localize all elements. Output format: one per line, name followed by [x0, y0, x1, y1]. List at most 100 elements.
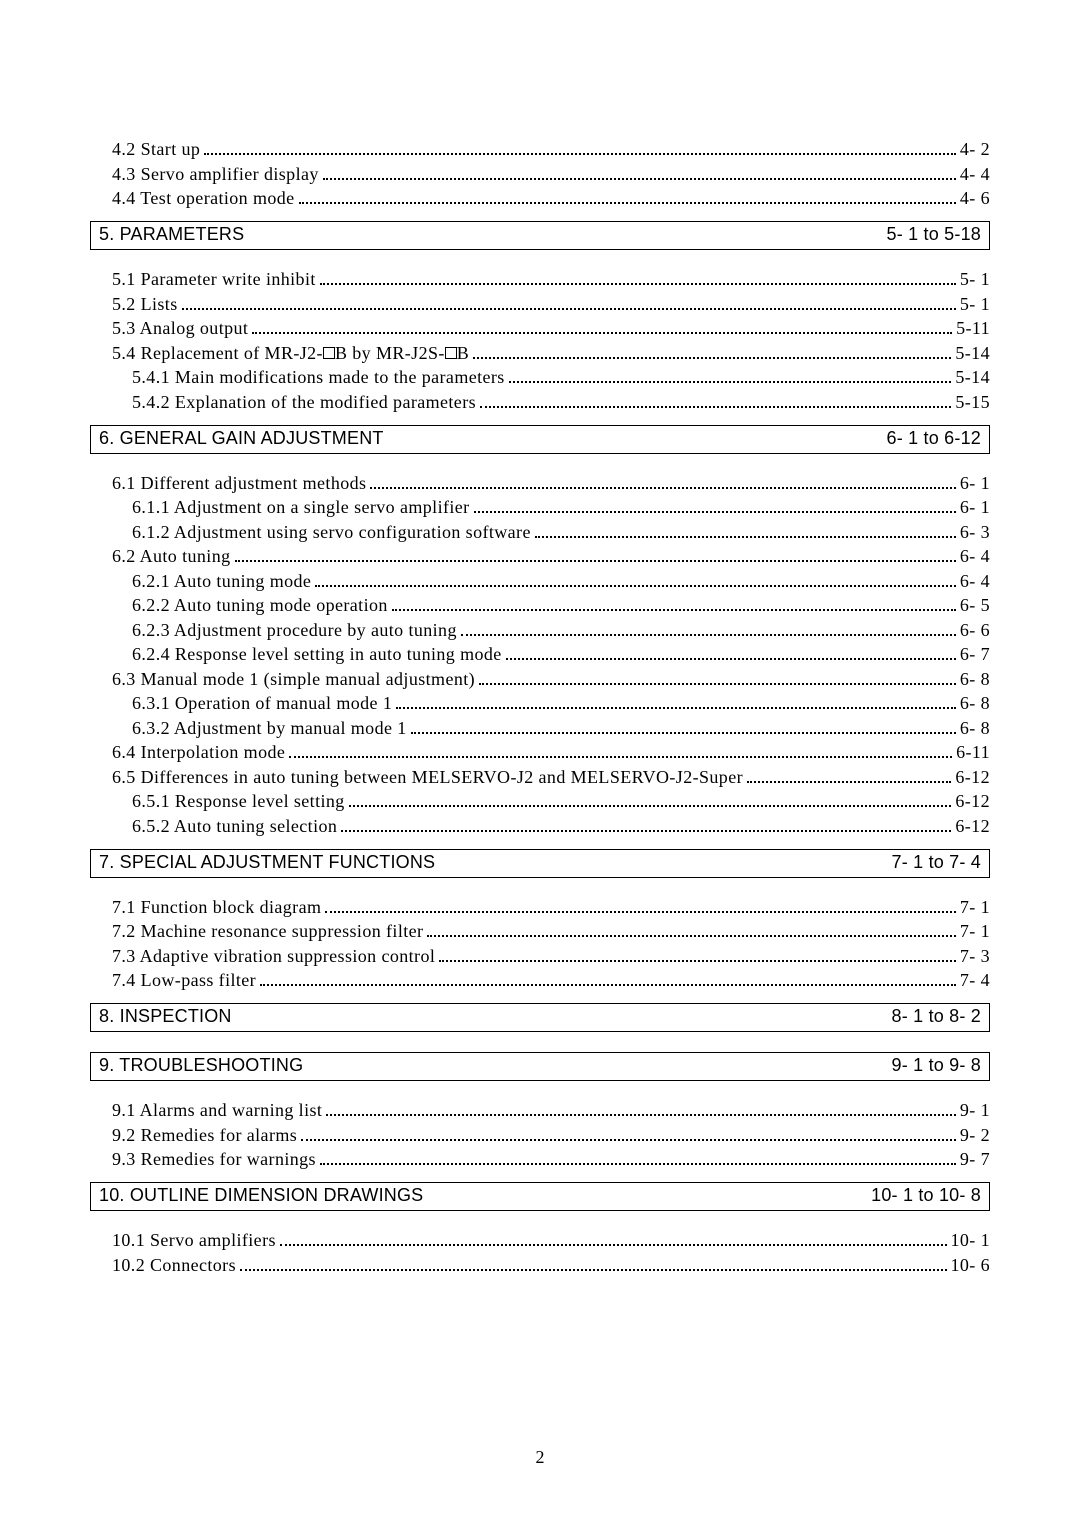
toc-line: 5.4.1 Main modifications made to the par… [90, 368, 990, 386]
leader-dots [473, 357, 951, 359]
toc-line: 10.1 Servo amplifiers 10- 1 [90, 1231, 990, 1249]
toc-label: 5.4.2 Explanation of the modified parame… [132, 393, 476, 411]
toc-page: 10- 6 [951, 1256, 991, 1274]
toc-line: 10.2 Connectors10- 6 [90, 1256, 990, 1274]
toc-page: 9- 2 [960, 1126, 990, 1144]
leader-dots [323, 178, 956, 180]
leader-dots [326, 1114, 956, 1116]
toc-label: 7.2 Machine resonance suppression filter [112, 922, 423, 940]
toc-label: 6.5.2 Auto tuning selection [132, 817, 337, 835]
toc-label: 6.1 Different adjustment methods [112, 474, 366, 492]
leader-dots [301, 1139, 956, 1141]
section-range: 8- 1 to 8- 2 [892, 1006, 981, 1027]
section-range: 6- 1 to 6-12 [887, 428, 981, 449]
toc-label: 6.2.4 Response level setting in auto tun… [132, 645, 502, 663]
toc-label: 5.3 Analog output [112, 319, 248, 337]
toc-page: 6- 4 [960, 572, 990, 590]
toc-page: 10- 1 [951, 1231, 991, 1249]
leader-dots [480, 406, 951, 408]
toc-page: 9- 1 [960, 1101, 990, 1119]
page: 4.2 Start up 4- 2 4.3 Servo amplifier disp… [0, 0, 1080, 1528]
leader-dots [325, 911, 956, 913]
toc-label: 6.3 Manual mode 1 (simple manual adjustm… [112, 670, 475, 688]
leader-dots [392, 609, 956, 611]
toc-page: 5-14 [955, 368, 990, 386]
toc-page: 6- 3 [960, 523, 990, 541]
toc-line: 6.5 Differences in auto tuning between M… [90, 768, 990, 786]
leader-dots [509, 381, 952, 383]
toc-label: 6.2 Auto tuning [112, 547, 231, 565]
toc-label: 5.4 Replacement of MR-J2-B by MR-J2S-B [112, 344, 469, 362]
toc-line: 5.1 Parameter write inhibit5- 1 [90, 270, 990, 288]
toc-page: 5-14 [955, 344, 990, 362]
toc-label: 4.3 Servo amplifier display [112, 165, 319, 183]
toc-label: 9.1 Alarms and warning list [112, 1101, 322, 1119]
section-title: 9. TROUBLESHOOTING [99, 1055, 303, 1076]
toc-page: 6-12 [955, 817, 990, 835]
section-range: 5- 1 to 5-18 [887, 224, 981, 245]
toc-page: 5- 1 [960, 295, 990, 313]
leader-dots [474, 511, 956, 513]
toc-page: 4- 6 [960, 189, 990, 207]
toc-line: 9.2 Remedies for alarms9- 2 [90, 1126, 990, 1144]
leader-dots [182, 308, 956, 310]
leader-dots [506, 658, 956, 660]
toc-page: 6-12 [955, 768, 990, 786]
toc-line: 7.2 Machine resonance suppression filter… [90, 922, 990, 940]
toc-label: 6.3.1 Operation of manual mode 1 [132, 694, 392, 712]
toc-label: 4.4 Test operation mode [112, 189, 295, 207]
toc-page: 6- 8 [960, 694, 990, 712]
toc-label: 6.2.1 Auto tuning mode [132, 572, 311, 590]
leader-dots [479, 683, 956, 685]
toc-page: 6- 7 [960, 645, 990, 663]
toc-label: 6.5 Differences in auto tuning between M… [112, 768, 743, 786]
section-header: 9. TROUBLESHOOTING9- 1 to 9- 8 [90, 1052, 990, 1081]
toc-line: 6.2 Auto tuning 6- 4 [90, 547, 990, 565]
toc-line: 5.4.2 Explanation of the modified parame… [90, 393, 990, 411]
leader-dots [396, 707, 956, 709]
toc-page: 6- 8 [960, 670, 990, 688]
toc-line: 6.1.2 Adjustment using servo configurati… [90, 523, 990, 541]
toc-page: 4- 2 [960, 140, 990, 158]
section-header: 10. OUTLINE DIMENSION DRAWINGS 10- 1 to 1… [90, 1182, 990, 1211]
toc-line: 6.1 Different adjustment methods 6- 1 [90, 474, 990, 492]
toc-page: 6- 5 [960, 596, 990, 614]
toc-page: 6- 6 [960, 621, 990, 639]
toc-line: 6.2.4 Response level setting in auto tun… [90, 645, 990, 663]
toc-label: 5.4.1 Main modifications made to the par… [132, 368, 505, 386]
toc-line: 4.3 Servo amplifier display4- 4 [90, 165, 990, 183]
toc-page: 6-12 [955, 792, 990, 810]
toc-page: 7- 3 [960, 947, 990, 965]
toc-label: 6.4 Interpolation mode [112, 743, 285, 761]
toc-label: 7.1 Function block diagram [112, 898, 321, 916]
toc-line: 5.4 Replacement of MR-J2-B by MR-J2S-B 5-… [90, 344, 990, 362]
section-title: 5. PARAMETERS [99, 224, 244, 245]
toc-label: 10.1 Servo amplifiers [112, 1231, 276, 1249]
toc-line: 6.3.1 Operation of manual mode 1 6- 8 [90, 694, 990, 712]
section-title: 7. SPECIAL ADJUSTMENT FUNCTIONS [99, 852, 435, 873]
toc-line: 6.4 Interpolation mode6-11 [90, 743, 990, 761]
toc-page: 5-11 [956, 319, 990, 337]
leader-dots [320, 283, 956, 285]
leader-dots [299, 202, 956, 204]
square-icon [323, 347, 335, 359]
toc-page: 6- 4 [960, 547, 990, 565]
toc-page: 7- 1 [960, 898, 990, 916]
leader-dots [252, 332, 952, 334]
section-header: 7. SPECIAL ADJUSTMENT FUNCTIONS 7- 1 to 7… [90, 849, 990, 878]
section-range: 7- 1 to 7- 4 [892, 852, 981, 873]
section-title: 10. OUTLINE DIMENSION DRAWINGS [99, 1185, 423, 1206]
section-range: 10- 1 to 10- 8 [871, 1185, 981, 1206]
toc-label: 4.2 Start up [112, 140, 200, 158]
leader-dots [370, 487, 955, 489]
leader-dots [535, 536, 956, 538]
toc-label: 7.4 Low-pass filter [112, 971, 256, 989]
toc-line: 4.2 Start up 4- 2 [90, 140, 990, 158]
toc-line: 6.3.2 Adjustment by manual mode 16- 8 [90, 719, 990, 737]
leader-dots [235, 560, 956, 562]
toc-label: 7.3 Adaptive vibration suppression contr… [112, 947, 435, 965]
toc-page: 6- 1 [960, 474, 990, 492]
toc-label: 5.2 Lists [112, 295, 178, 313]
leader-dots [260, 984, 956, 986]
toc-page: 6- 8 [960, 719, 990, 737]
